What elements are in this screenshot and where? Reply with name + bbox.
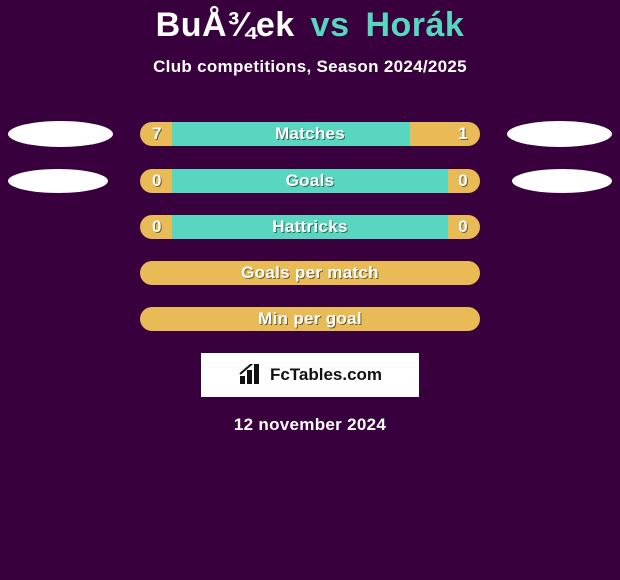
bar-fill-mid (172, 122, 410, 146)
stat-row-gpm: Goals per match (0, 261, 620, 285)
stat-bar: 0 Goals 0 (140, 169, 480, 193)
bar-fill-left (140, 261, 480, 285)
footer-date: 12 november 2024 (234, 415, 386, 435)
player2-avatar-placeholder (507, 121, 612, 147)
player1-name: BuÅ¾ek (156, 6, 295, 44)
subtitle: Club competitions, Season 2024/2025 (153, 57, 467, 77)
player1-avatar-placeholder (8, 121, 113, 147)
stat-bar: 0 Hattricks 0 (140, 215, 480, 239)
bar-fill-mid (172, 169, 448, 193)
stat-bar: Goals per match (140, 261, 480, 285)
stat-row-goals: 0 Goals 0 (0, 169, 620, 193)
stat-bar: Min per goal (140, 307, 480, 331)
page-title: BuÅ¾ek vs Horák (156, 6, 465, 45)
stats-list: 7 Matches 1 0 Goals 0 (0, 121, 620, 331)
vs-label: vs (311, 6, 350, 44)
player2-avatar-placeholder (512, 169, 612, 193)
stat-bar: 7 Matches 1 (140, 122, 480, 146)
bar-fill-left (140, 169, 172, 193)
bar-fill-mid (172, 215, 448, 239)
bar-fill-right (448, 169, 480, 193)
source-logo: FcTables.com (201, 353, 419, 397)
bar-fill-left (140, 307, 480, 331)
bar-fill-left (140, 215, 172, 239)
bar-fill-right (448, 215, 480, 239)
comparison-card: BuÅ¾ek vs Horák Club competitions, Seaso… (0, 0, 620, 435)
stat-row-mpg: Min per goal (0, 307, 620, 331)
bar-chart-icon (238, 364, 266, 386)
stat-row-matches: 7 Matches 1 (0, 121, 620, 147)
player1-avatar-placeholder (8, 169, 108, 193)
player2-name: Horák (365, 6, 464, 44)
bar-fill-left (140, 122, 172, 146)
stat-row-hattricks: 0 Hattricks 0 (0, 215, 620, 239)
logo-text: FcTables.com (270, 365, 382, 385)
bar-fill-right (410, 122, 480, 146)
